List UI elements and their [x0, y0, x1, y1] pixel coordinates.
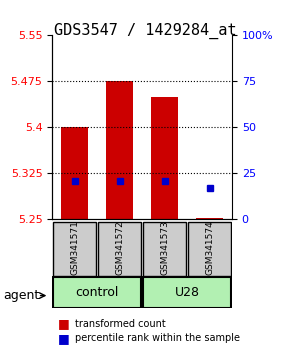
Text: ■: ■ [58, 318, 70, 330]
Text: control: control [75, 286, 119, 298]
FancyBboxPatch shape [143, 222, 186, 276]
Bar [151, 97, 178, 219]
Bar [61, 127, 88, 219]
Text: agent: agent [3, 289, 39, 302]
Text: transformed count: transformed count [75, 319, 166, 329]
Text: GSM341572: GSM341572 [115, 221, 124, 275]
FancyBboxPatch shape [98, 222, 141, 276]
Text: GSM341571: GSM341571 [70, 220, 79, 275]
FancyBboxPatch shape [188, 222, 231, 276]
Text: GSM341573: GSM341573 [160, 220, 169, 275]
Bar [196, 218, 223, 219]
Text: U28: U28 [175, 286, 200, 298]
Text: GSM341574: GSM341574 [205, 221, 214, 275]
Bar [106, 81, 133, 219]
FancyBboxPatch shape [143, 278, 231, 308]
Text: GDS3547 / 1429284_at: GDS3547 / 1429284_at [54, 23, 236, 39]
FancyBboxPatch shape [53, 278, 141, 308]
FancyBboxPatch shape [53, 222, 96, 276]
Text: ■: ■ [58, 332, 70, 344]
Text: percentile rank within the sample: percentile rank within the sample [75, 333, 240, 343]
